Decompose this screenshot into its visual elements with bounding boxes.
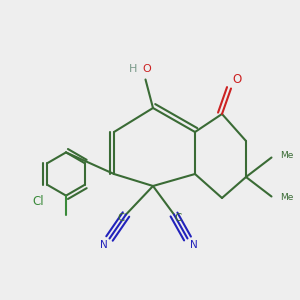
Text: Me: Me [280, 194, 293, 202]
Text: Me: Me [280, 152, 293, 160]
Text: Cl: Cl [33, 195, 44, 208]
Text: O: O [232, 73, 242, 86]
Text: H: H [129, 64, 138, 74]
Text: C: C [175, 213, 182, 224]
Text: N: N [100, 239, 107, 250]
Text: N: N [190, 239, 197, 250]
Text: C: C [118, 213, 125, 224]
Text: O: O [142, 64, 152, 74]
